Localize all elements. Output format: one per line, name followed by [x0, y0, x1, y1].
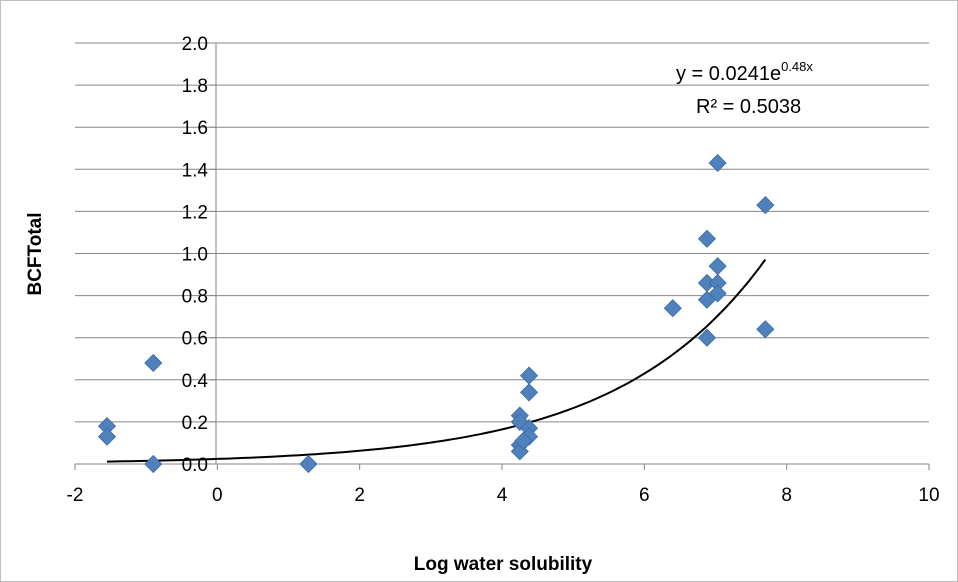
y-tick-label: 2.0	[182, 34, 208, 55]
data-point	[697, 229, 717, 248]
data-point	[144, 353, 163, 373]
data-point	[708, 153, 727, 173]
data-point	[299, 454, 318, 474]
data-point	[756, 320, 775, 339]
data-point	[519, 383, 539, 402]
trendline	[106, 259, 767, 463]
data-point	[144, 454, 163, 474]
trendline-equation: y = 0.0241e0.48x	[676, 59, 813, 85]
y-tick-label: 0.4	[182, 371, 209, 392]
data-point	[663, 299, 682, 318]
y-tick-label: 1.2	[182, 202, 208, 223]
y-tick-label: 0.0	[182, 455, 208, 476]
x-axis-title: Log water solubility	[414, 554, 593, 575]
gridlines	[75, 42, 929, 465]
r-squared-label: R² = 0.5038	[696, 96, 801, 118]
x-tick-labels: -2 0 2 4 6 8 10	[67, 485, 940, 506]
data-point	[97, 427, 117, 446]
y-tick-label: 0.8	[182, 287, 208, 308]
trendline-equation-base: y = 0.0241e	[676, 63, 781, 85]
y-axis-title: BCFTotal	[25, 212, 46, 295]
x-tick-label: -2	[67, 485, 84, 506]
x-tick-label: 0	[212, 485, 223, 506]
data-point	[708, 257, 727, 276]
y-tick-label: 1.4	[182, 160, 209, 181]
data-point	[514, 431, 533, 450]
y-tick-labels: 0.0 0.2 0.4 0.6 0.8 1.0 1.2 1.4 1.6 1.8 2.0	[182, 34, 209, 476]
x-tick-label: 6	[639, 485, 650, 506]
y-tick-label: 1.0	[182, 245, 208, 266]
x-tick-label: 2	[354, 485, 365, 506]
y-tick-label: 1.8	[182, 76, 208, 97]
data-point	[708, 284, 727, 303]
trendline-equation-exponent: 0.48x	[781, 59, 813, 74]
x-tick-label: 10	[918, 485, 939, 506]
y-tick-label: 0.2	[182, 413, 208, 434]
axes	[74, 43, 930, 470]
y-tick-label: 0.6	[182, 329, 208, 350]
y-tick-label: 1.6	[182, 118, 208, 139]
x-tick-label: 8	[781, 485, 792, 506]
x-tick-label: 4	[497, 485, 508, 506]
data-point	[756, 196, 775, 215]
data-points	[97, 153, 775, 474]
data-point	[519, 366, 539, 385]
data-point	[697, 328, 717, 347]
